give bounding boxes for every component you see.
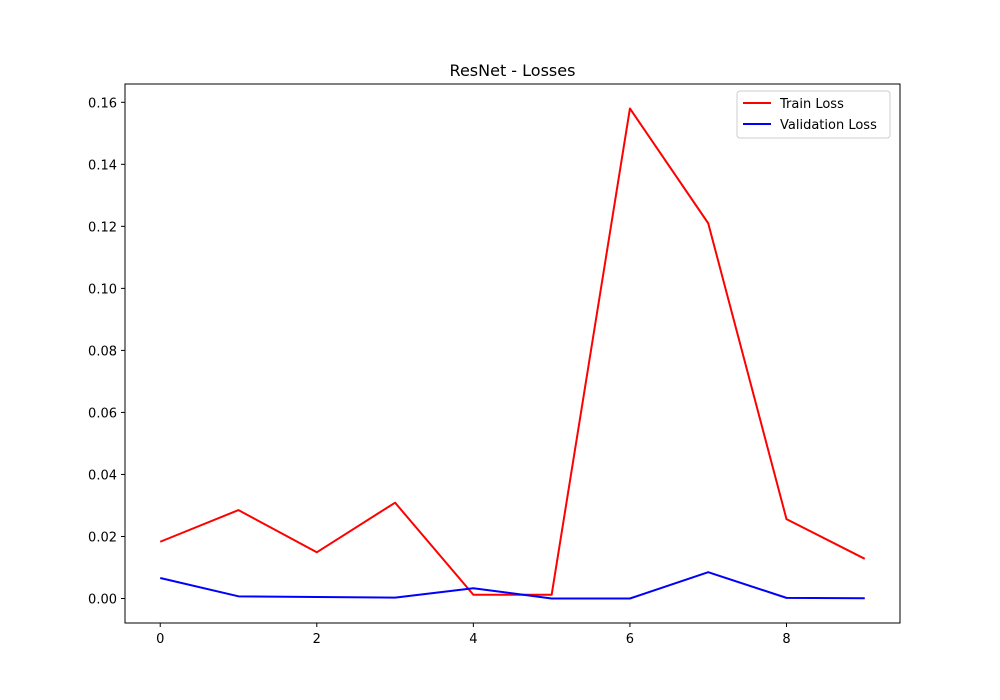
series-layer <box>159 107 866 600</box>
y-tick-label: 0.00 <box>88 593 117 608</box>
y-tick-label: 0.12 <box>88 220 117 235</box>
legend-label-train-loss: Train Loss <box>779 97 844 112</box>
y-tick-label: 0.04 <box>88 468 117 483</box>
y-tick-label: 0.02 <box>88 530 117 545</box>
x-tick-label: 0 <box>156 632 164 647</box>
x-axis: 0 2 4 6 8 <box>156 623 791 647</box>
x-tick-label: 8 <box>782 632 790 647</box>
series-line-validation-loss <box>160 571 865 600</box>
legend-label-validation-loss: Validation Loss <box>780 118 877 133</box>
x-tick-label: 4 <box>469 632 477 647</box>
y-tick-label: 0.06 <box>88 406 117 421</box>
legend-box <box>736 90 891 139</box>
y-tick-label: 0.16 <box>88 96 117 111</box>
y-tick-label: 0.14 <box>88 158 117 173</box>
series-line-train-loss <box>159 107 866 596</box>
plot-frame <box>124 83 901 624</box>
legend: Train Loss Validation Loss <box>736 90 891 139</box>
chart-title: ResNet - Losses <box>450 61 576 80</box>
y-axis: 0.00 0.02 0.04 0.06 0.08 0.10 0.12 0.14 0.16 <box>88 96 125 608</box>
y-tick-label: 0.10 <box>88 282 117 297</box>
x-tick-label: 6 <box>626 632 634 647</box>
y-tick-label: 0.08 <box>88 344 117 359</box>
x-tick-label: 2 <box>313 632 321 647</box>
